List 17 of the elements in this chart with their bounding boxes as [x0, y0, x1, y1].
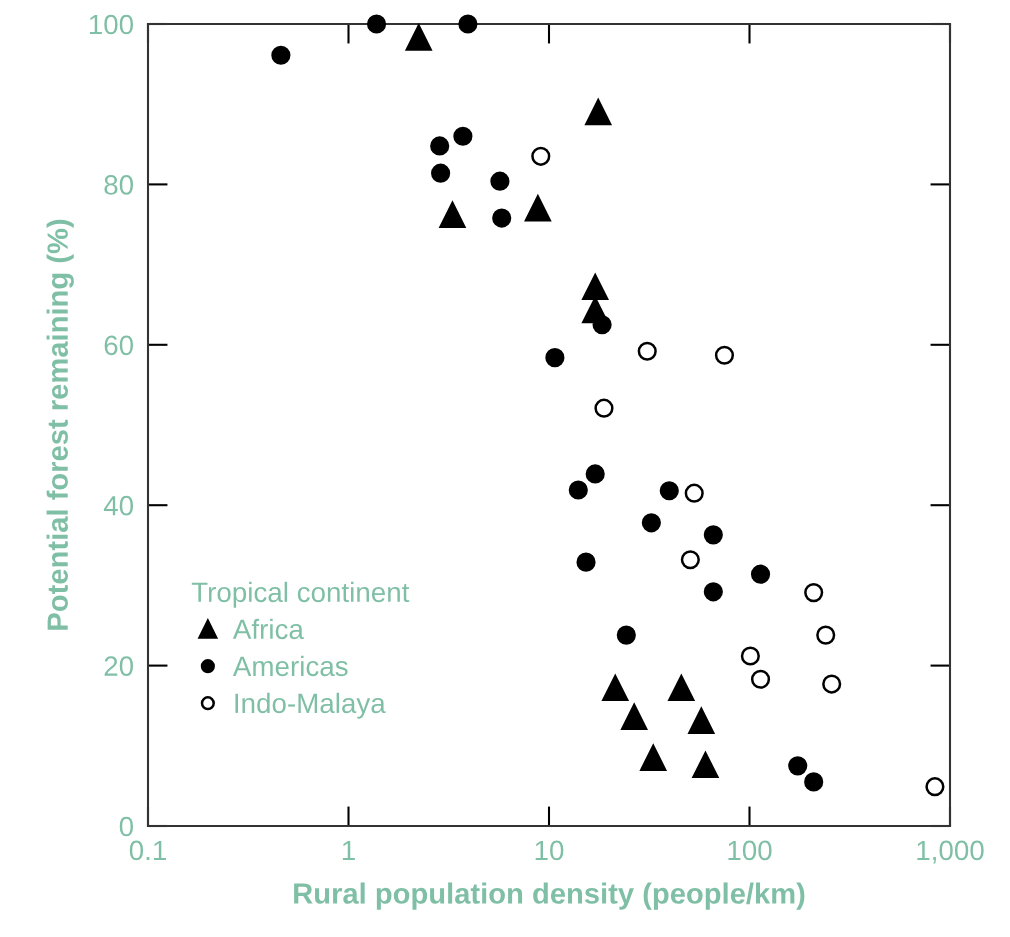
legend-label: Indo-Malaya [235, 692, 386, 719]
x-tick-label: 1,000 [917, 840, 984, 864]
x-tick-label: 100 [728, 840, 772, 861]
y-tick-label: 80 [104, 175, 134, 195]
x-tick-label: 1 [342, 840, 355, 861]
y-tick-label: 0 [119, 816, 134, 837]
x-tick-label: 10 [535, 840, 564, 861]
y-tick-label: 40 [103, 495, 134, 516]
legend-title: Tropical continent [191, 581, 410, 608]
x-tick-label: 0.1 [129, 840, 166, 861]
legend-label: Americas [232, 655, 348, 677]
y-tick-label: 60 [104, 335, 134, 356]
y-tick-label: 100 [89, 14, 134, 35]
x-axis-title: Rural population density (people/km) [294, 882, 805, 910]
y-tick-label: 20 [104, 656, 134, 676]
y-axis-title: Potential forest remaining (%) [46, 219, 74, 630]
legend-label: Africa [232, 618, 304, 640]
